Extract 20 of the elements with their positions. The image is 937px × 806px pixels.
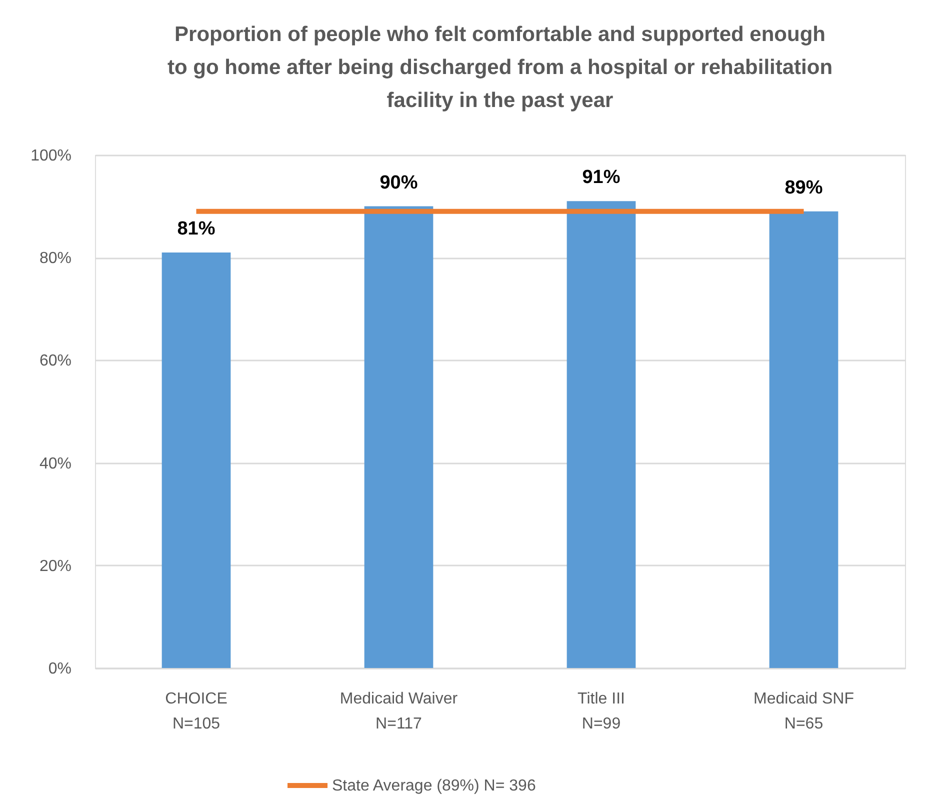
y-tick-label: 60% [39, 352, 72, 370]
chart-title: Proportion of people who felt comfortable and supported enough to go home after being discharged from a hospital or rehabilitation facility in the past year [167, 23, 833, 112]
y-tick-label: 80% [39, 250, 72, 268]
y-tick-label: 100% [30, 148, 72, 164]
bar [566, 201, 636, 668]
bar [769, 211, 838, 668]
bar [364, 206, 434, 668]
data-label: 91% [582, 167, 620, 188]
data-label: 89% [784, 177, 823, 198]
x-tick-label: Medicaid SNF N=65 [754, 690, 854, 732]
data-label: 90% [380, 172, 418, 194]
y-tick-label: 40% [39, 455, 72, 472]
data-label: 81% [177, 218, 216, 240]
x-tick-label: Medicaid Waiver N=117 [340, 690, 458, 732]
x-tick-label: Title III N=99 [578, 690, 625, 732]
y-tick-label: 20% [39, 558, 72, 575]
legend-label: State Average (89%) N= 396 [332, 778, 536, 794]
x-tick-label: CHOICE N=105 [165, 690, 228, 732]
y-tick-label: 0% [48, 660, 72, 678]
bar [162, 252, 231, 668]
